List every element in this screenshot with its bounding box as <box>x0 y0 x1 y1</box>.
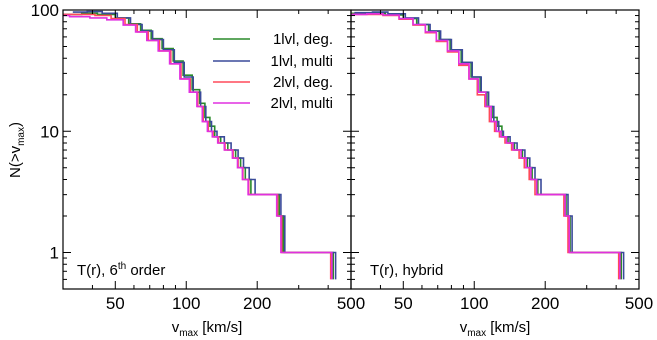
panel-left-ticks: 50 100 200 500 1 10 100 <box>31 1 366 313</box>
panel-left-x-axis-label: vmax [km/s] <box>172 319 243 339</box>
series-2lvl-multi-line <box>351 13 621 280</box>
legend-label-1lvl-multi: 1lvl, multi <box>270 53 333 70</box>
legend-label-2lvl-deg: 2lvl, deg. <box>273 74 333 91</box>
panel-left-frame <box>62 9 352 290</box>
x-tick-label: 100 <box>460 294 488 313</box>
panel-right-label: T(r), hybrid <box>370 262 443 279</box>
y-tick-label: 10 <box>40 122 59 141</box>
x-axis-label-tail-right: [km/s] <box>486 319 530 336</box>
panel-left-series <box>63 10 337 280</box>
panel-right-frame <box>350 9 640 290</box>
x-axis-label-sub: max <box>179 328 198 339</box>
x-axis-label-sub-right: max <box>467 328 486 339</box>
panel-left-label-text: T(r), 6 <box>77 262 118 279</box>
panel-right-x-axis-label: vmax [km/s] <box>460 319 531 339</box>
panel-right: 50 100 200 500 T(r), hybrid vmax [km/s] <box>350 9 653 339</box>
x-tick-label: 200 <box>531 294 559 313</box>
legend-label-1lvl-deg: 1lvl, deg. <box>273 31 333 48</box>
y-tick-label: 1 <box>50 244 59 263</box>
series-2lvl-deg-line <box>351 13 620 280</box>
panel-left-label-tail: order <box>126 262 165 279</box>
panel-right-ticks: 50 100 200 500 <box>350 9 653 313</box>
panel-left-label-sup: th <box>118 261 126 272</box>
y-tick-label: 100 <box>31 1 59 20</box>
x-tick-label: 100 <box>172 294 200 313</box>
x-tick-label: 200 <box>243 294 271 313</box>
panel-left: 50 100 200 500 1 10 100 T(r), 6th order vmax [… <box>31 1 366 339</box>
y-axis-label-sub: max <box>16 127 27 146</box>
x-axis-label-head: v <box>172 319 180 336</box>
y-axis-label-tail: ) <box>7 122 24 127</box>
x-axis-label-tail: [km/s] <box>198 319 242 336</box>
series-1lvl-multi-line <box>354 11 625 280</box>
legend-label-2lvl-multi: 2lvl, multi <box>270 95 333 112</box>
legend: 1lvl, deg. 1lvl, multi 2lvl, deg. 2lvl, … <box>213 31 333 112</box>
panel-right-series <box>351 11 625 280</box>
x-tick-label: 500 <box>625 294 653 313</box>
series-2lvl-multi-line <box>63 14 333 280</box>
x-tick-label: 50 <box>106 294 125 313</box>
panel-left-label: T(r), 6th order <box>77 261 165 279</box>
y-axis-label: N(>vmax) <box>7 122 27 178</box>
x-tick-label: 50 <box>394 294 413 313</box>
x-tick-label: 500 <box>337 294 365 313</box>
series-1lvl-deg-line <box>351 12 622 280</box>
y-axis-label-head: N(>v <box>7 145 24 178</box>
series-1lvl-multi-line <box>72 10 337 280</box>
x-axis-label-head-right: v <box>460 319 468 336</box>
